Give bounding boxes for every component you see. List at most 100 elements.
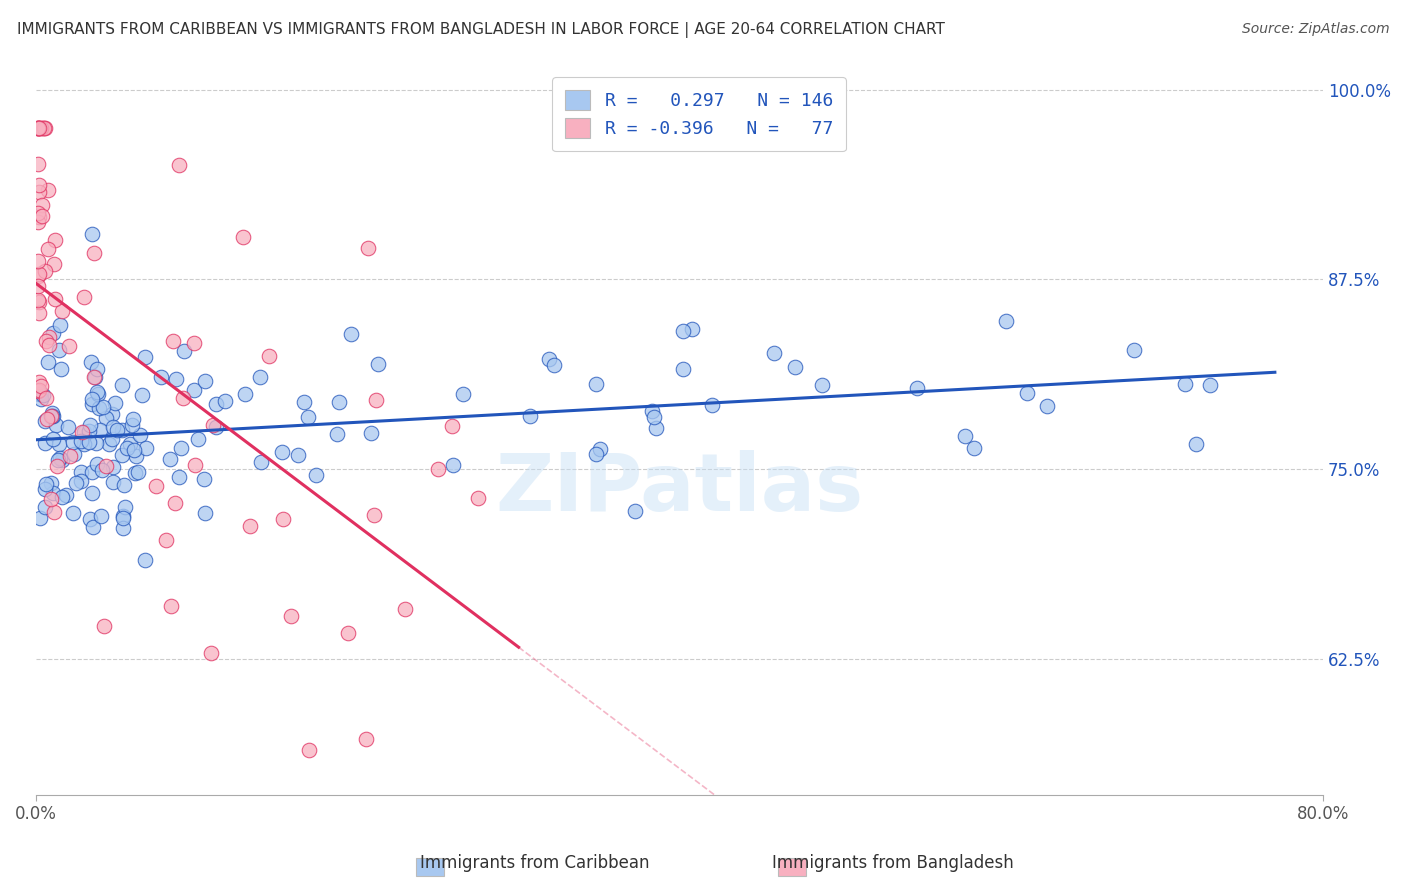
Point xyxy=(89,401,111,416)
Point xyxy=(101,475,124,489)
Point xyxy=(326,427,349,442)
Point xyxy=(34,500,56,515)
Point xyxy=(340,326,363,341)
Point xyxy=(169,158,191,172)
Point xyxy=(49,318,72,332)
Point xyxy=(93,619,115,633)
Point xyxy=(31,209,53,223)
Point xyxy=(79,355,101,369)
Point xyxy=(125,449,148,463)
Point xyxy=(55,488,77,502)
Point xyxy=(27,278,49,293)
Point xyxy=(101,419,124,434)
Point xyxy=(297,410,319,425)
Point xyxy=(131,388,153,402)
Point xyxy=(62,446,84,460)
Point xyxy=(100,432,122,446)
Point xyxy=(367,357,389,371)
Point xyxy=(167,470,190,484)
Point xyxy=(145,479,167,493)
Point xyxy=(205,397,228,411)
Point xyxy=(994,314,1017,328)
Point xyxy=(27,254,49,268)
Point xyxy=(426,462,449,476)
Point xyxy=(51,304,73,318)
Point xyxy=(77,435,100,450)
Point xyxy=(112,478,135,492)
Text: Source: ZipAtlas.com: Source: ZipAtlas.com xyxy=(1241,22,1389,37)
Point xyxy=(354,731,377,746)
Point xyxy=(84,369,107,384)
Point xyxy=(82,519,104,533)
Point xyxy=(336,625,359,640)
Point xyxy=(953,429,976,443)
Point xyxy=(1035,399,1057,413)
Point xyxy=(44,234,66,248)
Point xyxy=(271,512,294,526)
Point xyxy=(37,243,59,257)
Point xyxy=(114,500,136,514)
Point xyxy=(34,264,56,278)
Point xyxy=(38,337,60,351)
Point xyxy=(298,742,321,756)
Point xyxy=(134,350,156,364)
Point xyxy=(160,599,183,613)
Point xyxy=(30,392,52,406)
Point xyxy=(41,432,63,446)
Point xyxy=(441,458,464,472)
Point xyxy=(39,491,62,506)
Point xyxy=(111,509,134,524)
Point xyxy=(90,508,112,523)
Point xyxy=(28,120,51,135)
Point xyxy=(124,466,146,480)
Point xyxy=(187,433,209,447)
Point xyxy=(681,322,703,336)
Point xyxy=(37,183,59,197)
Point xyxy=(44,292,66,306)
Point xyxy=(73,290,96,304)
Point xyxy=(115,442,138,456)
Point xyxy=(48,343,70,358)
Point xyxy=(62,435,84,450)
Point xyxy=(30,387,52,401)
Point xyxy=(77,424,100,438)
Point xyxy=(44,257,66,271)
Point xyxy=(643,410,665,425)
Point xyxy=(27,120,49,135)
Point xyxy=(27,384,49,399)
Point xyxy=(86,361,108,376)
Point xyxy=(134,442,156,456)
Text: IMMIGRANTS FROM CARIBBEAN VS IMMIGRANTS FROM BANGLADESH IN LABOR FORCE | AGE 20-: IMMIGRANTS FROM CARIBBEAN VS IMMIGRANTS … xyxy=(17,22,945,38)
Point xyxy=(70,465,93,479)
Point xyxy=(360,426,382,441)
Point xyxy=(87,387,110,401)
Point xyxy=(46,459,69,474)
Point xyxy=(280,608,302,623)
Point xyxy=(89,423,111,437)
Legend: R =   0.297   N = 146, R = -0.396   N =   77: R = 0.297 N = 146, R = -0.396 N = 77 xyxy=(553,77,845,151)
Point xyxy=(645,421,668,435)
Point xyxy=(159,451,181,466)
Point xyxy=(27,120,49,135)
Point xyxy=(34,120,56,135)
Point xyxy=(129,428,152,442)
Point xyxy=(41,406,63,420)
Point xyxy=(31,198,53,212)
Point xyxy=(46,452,69,467)
Point xyxy=(194,506,217,520)
Point xyxy=(80,392,103,406)
Point xyxy=(27,157,49,171)
Point xyxy=(763,346,786,360)
Point xyxy=(32,120,55,135)
Point xyxy=(112,510,135,524)
Point xyxy=(259,349,281,363)
Point xyxy=(121,417,143,432)
Point xyxy=(585,377,607,392)
Point xyxy=(155,533,177,548)
Point xyxy=(440,419,463,434)
Point xyxy=(100,407,122,421)
Point xyxy=(38,330,60,344)
Point xyxy=(183,384,205,398)
Point xyxy=(292,395,315,409)
Point xyxy=(62,506,84,520)
